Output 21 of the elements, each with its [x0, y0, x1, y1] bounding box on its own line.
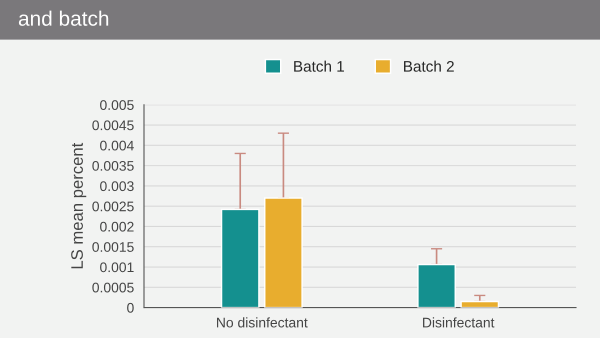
y-tick-label: 0.0015: [92, 242, 134, 252]
x-tick-label: No disinfectant: [217, 317, 308, 328]
bar: [417, 264, 456, 308]
bar: [220, 208, 260, 308]
y-tick-label: 0.0035: [92, 160, 134, 171]
y-tick-label: 0.0005: [92, 282, 134, 292]
legend-label: Batch 2: [404, 60, 454, 72]
x-tick-label: Disinfectant: [423, 317, 494, 328]
y-tick-label: 0.001: [100, 262, 134, 272]
y-axis-title: LS mean percent: [71, 142, 86, 268]
y-tick-label: 0.004: [100, 140, 134, 151]
y-tick-label: 0.0045: [92, 120, 134, 130]
bar: [264, 197, 303, 308]
legend-label: Batch 1: [294, 60, 344, 72]
y-tick-label: 0.005: [100, 100, 134, 110]
y-tick-label: 0: [127, 302, 134, 313]
y-tick-label: 0.0025: [92, 202, 134, 212]
bar: [460, 300, 500, 308]
y-tick-label: 0.002: [100, 222, 134, 232]
y-tick-label: 0.003: [100, 181, 134, 192]
chart-title: and batch: [18, 10, 108, 26]
